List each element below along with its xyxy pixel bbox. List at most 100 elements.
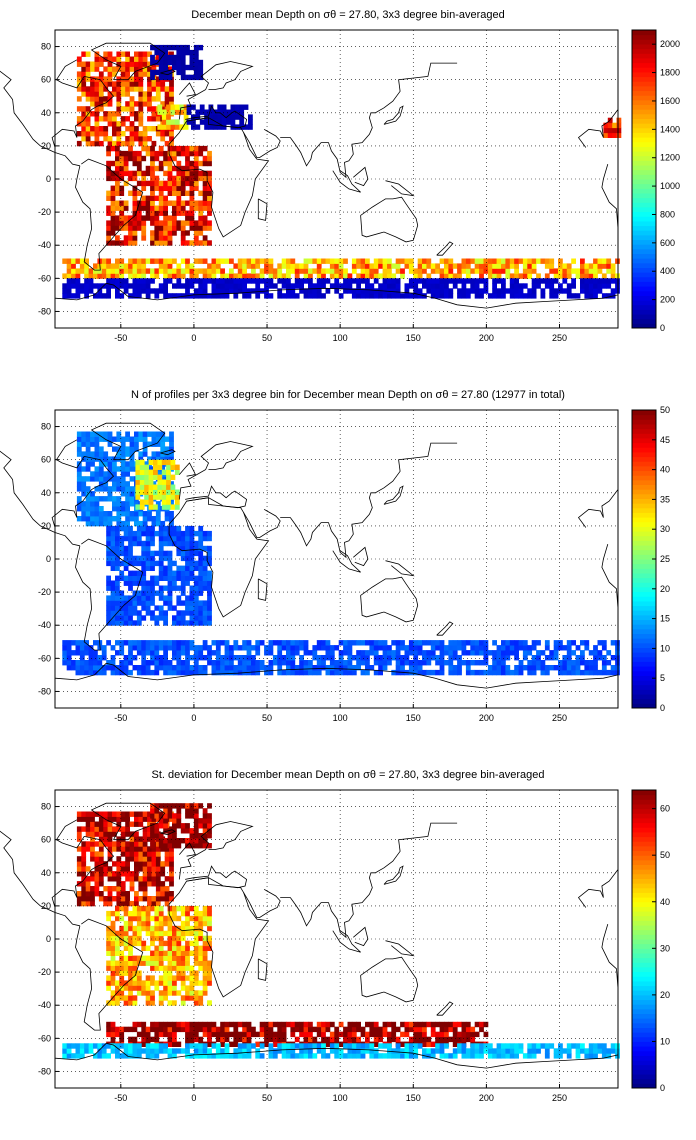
bin-cell bbox=[154, 950, 160, 956]
bin-cell bbox=[198, 69, 204, 76]
bin-cell bbox=[110, 585, 116, 591]
bin-cell bbox=[215, 650, 221, 656]
bin-cell bbox=[167, 1053, 173, 1059]
bin-cell bbox=[189, 59, 195, 66]
colorbar-step bbox=[632, 95, 656, 101]
colorbar-step bbox=[632, 239, 656, 245]
bin-cell bbox=[145, 1043, 151, 1049]
bin-cell bbox=[233, 288, 239, 294]
bin-cell bbox=[176, 175, 182, 182]
bin-cell bbox=[180, 190, 186, 196]
bin-cell bbox=[373, 263, 379, 269]
bin-cell bbox=[79, 640, 85, 646]
bin-cell bbox=[601, 283, 607, 289]
bin-cell bbox=[198, 645, 204, 651]
bin-cell bbox=[527, 1043, 533, 1049]
bin-cell bbox=[164, 446, 170, 452]
bin-cell bbox=[408, 1053, 414, 1059]
bin-cell bbox=[119, 1036, 125, 1043]
colorbar-step bbox=[632, 155, 656, 161]
bin-cell bbox=[106, 580, 111, 586]
bin-cell bbox=[66, 1043, 72, 1049]
bin-cell bbox=[452, 1036, 458, 1043]
bin-cell bbox=[606, 1048, 612, 1054]
bin-cell bbox=[132, 283, 138, 289]
bin-cell bbox=[81, 431, 87, 437]
y-tick-label: 80 bbox=[41, 422, 51, 432]
bin-cell bbox=[90, 81, 95, 87]
bin-cell bbox=[176, 818, 182, 824]
bin-cell bbox=[180, 200, 186, 206]
bin-cell bbox=[110, 225, 116, 231]
bin-cell bbox=[94, 826, 100, 832]
bin-cell bbox=[202, 600, 208, 606]
bin-cell bbox=[334, 258, 340, 264]
bin-cell bbox=[356, 665, 361, 671]
bin-cell bbox=[167, 59, 173, 66]
bin-cell bbox=[141, 570, 147, 576]
bin-cell bbox=[183, 124, 189, 130]
bin-cell bbox=[141, 580, 147, 586]
bin-cell bbox=[103, 86, 109, 92]
bin-cell bbox=[123, 215, 129, 221]
bin-cell bbox=[601, 293, 607, 299]
bin-cell bbox=[90, 111, 95, 117]
bin-cell bbox=[170, 459, 176, 466]
bin-cell bbox=[161, 479, 167, 485]
bin-cell bbox=[593, 258, 598, 264]
bin-cell bbox=[98, 431, 104, 437]
bin-cell bbox=[154, 273, 160, 279]
bin-cell bbox=[136, 570, 142, 576]
bin-cell bbox=[360, 1048, 366, 1054]
bin-cell bbox=[93, 665, 98, 671]
bin-cell bbox=[132, 590, 138, 596]
bin-cell bbox=[132, 263, 138, 269]
bin-cell bbox=[85, 506, 91, 512]
bin-cell bbox=[120, 506, 126, 512]
bin-cell bbox=[150, 615, 155, 621]
bin-cell bbox=[180, 268, 186, 274]
bin-cell bbox=[465, 650, 471, 656]
bin-cell bbox=[452, 645, 458, 651]
bin-cell bbox=[112, 121, 117, 127]
bin-cell bbox=[120, 441, 126, 447]
bin-cell bbox=[185, 263, 190, 269]
bin-cell bbox=[170, 504, 176, 510]
bin-cell bbox=[518, 665, 524, 671]
bin-cell bbox=[268, 1026, 274, 1033]
bin-cell bbox=[395, 278, 401, 284]
bin-cell bbox=[220, 655, 225, 661]
bin-cell bbox=[193, 960, 199, 966]
bin-cell bbox=[163, 205, 168, 211]
bin-cell bbox=[391, 293, 397, 299]
bin-cell bbox=[129, 436, 135, 442]
bin-cell bbox=[85, 896, 91, 902]
colorbar-step bbox=[632, 465, 656, 472]
bin-cell bbox=[193, 273, 199, 279]
bin-cell bbox=[163, 69, 168, 76]
bin-cell bbox=[150, 955, 155, 961]
bin-cell bbox=[138, 136, 144, 142]
bin-cell bbox=[325, 1026, 331, 1033]
bin-cell bbox=[138, 851, 144, 857]
bin-cell bbox=[167, 585, 173, 591]
bin-cell bbox=[237, 1048, 243, 1054]
bin-cell bbox=[584, 1048, 590, 1054]
bin-cell bbox=[148, 474, 154, 480]
bin-cell bbox=[558, 263, 563, 269]
bin-cell bbox=[115, 575, 120, 581]
bin-cell bbox=[509, 273, 515, 279]
bin-cell bbox=[268, 665, 274, 671]
bin-cell bbox=[369, 1048, 375, 1054]
bin-cell bbox=[160, 446, 166, 452]
bin-cell bbox=[356, 1036, 361, 1043]
bin-cell bbox=[439, 645, 445, 651]
bin-cell bbox=[88, 660, 94, 666]
bin-cell bbox=[150, 595, 155, 601]
bin-cell bbox=[193, 843, 199, 849]
bin-cell bbox=[343, 278, 348, 284]
bin-cell bbox=[207, 975, 212, 981]
bin-cell bbox=[125, 76, 130, 82]
bin-cell bbox=[155, 866, 161, 872]
bin-cell bbox=[189, 550, 195, 557]
